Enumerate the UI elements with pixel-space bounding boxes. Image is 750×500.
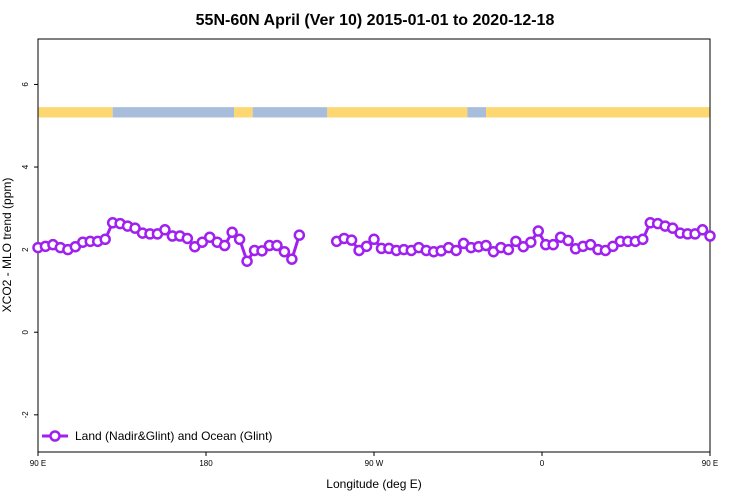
legend-swatch-marker (49, 430, 61, 442)
data-point (666, 222, 679, 234)
x-tick-label: 90 E (702, 459, 718, 468)
data-point (271, 239, 283, 252)
data-point (607, 240, 619, 253)
data-point (181, 232, 194, 245)
strip-land-segment (234, 107, 253, 118)
strip-ocean-segment (467, 107, 486, 118)
strip-ocean-segment (252, 107, 328, 118)
x-tick-label: 90 E (30, 459, 46, 468)
y-tick-label: 4 (21, 164, 30, 169)
y-tick-label: 2 (21, 247, 30, 252)
y-tick-label: -2 (21, 411, 30, 419)
data-point (704, 230, 716, 242)
data-point (233, 233, 246, 246)
series-land-ocean (32, 217, 716, 267)
data-point (286, 253, 298, 265)
data-point (562, 234, 574, 247)
strip-land-segment (327, 107, 468, 118)
data-point (502, 243, 515, 256)
data-point (241, 255, 253, 267)
data-point (450, 244, 462, 257)
chart-title: 55N-60N April (Ver 10) 2015-01-01 to 202… (196, 12, 555, 29)
data-point (584, 238, 597, 251)
data-point (226, 226, 238, 239)
data-point (99, 233, 111, 246)
x-tick-label: 0 (540, 459, 545, 468)
strip-land-segment (486, 107, 710, 118)
legend-label: Land (Nadir&Glint) and Ocean (Glint) (75, 429, 272, 443)
strip-ocean-segment (112, 107, 234, 118)
y-axis-label: XCO2 - MLO trend (ppm) (0, 178, 14, 313)
data-point (360, 240, 373, 253)
data-point (196, 236, 209, 248)
land-ocean-strip (38, 107, 710, 118)
data-point (129, 222, 141, 234)
data-point (218, 239, 231, 252)
data-point (278, 245, 291, 258)
x-axis: 90 E 180 90 W 0 90 E (30, 452, 718, 468)
data-point (510, 235, 522, 248)
legend: Land (Nadir&Glint) and Ocean (Glint) (42, 429, 272, 443)
data-point (368, 233, 380, 246)
data-point (696, 224, 709, 236)
data-point (532, 225, 545, 237)
data-point (293, 229, 306, 241)
x-tick-label: 90 W (365, 459, 384, 468)
data-point (637, 233, 649, 246)
data-point (547, 238, 559, 251)
y-tick-label: 6 (21, 82, 30, 87)
data-point (256, 245, 268, 257)
x-axis-label: Longitude (deg E) (326, 477, 421, 491)
x-tick-label: 180 (199, 459, 213, 468)
data-point (159, 224, 171, 236)
strip-land-segment (38, 107, 113, 118)
y-tick-label: 0 (21, 329, 30, 334)
data-point (480, 239, 492, 252)
data-point (203, 231, 216, 243)
data-point (525, 236, 537, 248)
data-point (345, 234, 358, 246)
